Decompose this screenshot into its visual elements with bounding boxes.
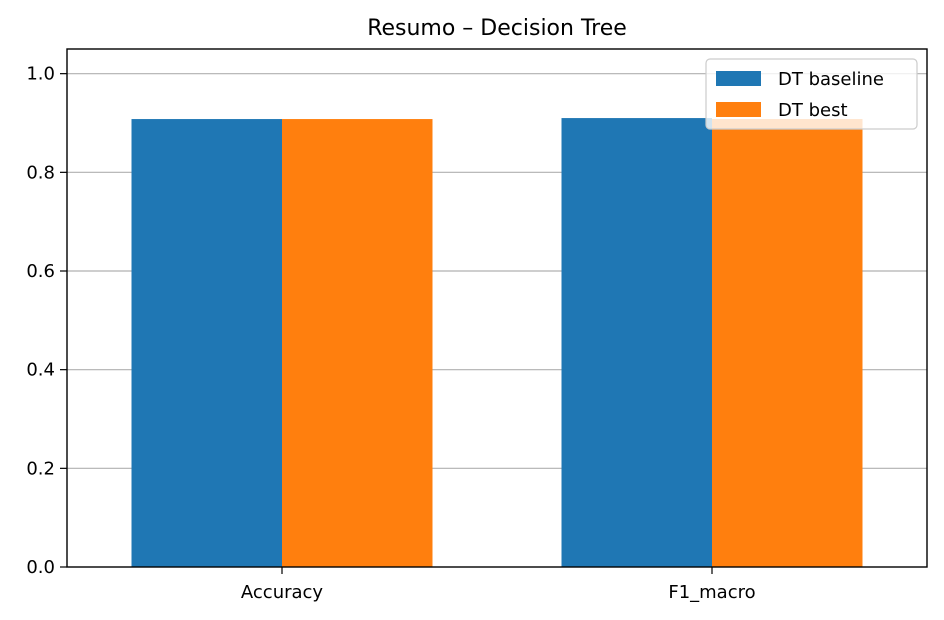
y-tick-label: 0.8 [26, 162, 55, 183]
chart-title: Resumo – Decision Tree [367, 16, 627, 41]
plot-frame [66, 48, 928, 568]
legend-label: DT baseline [778, 69, 884, 90]
y-tick-label: 0.2 [26, 458, 55, 479]
x-axis: Accuracy F1_macro [241, 567, 756, 603]
bars [131, 118, 863, 568]
y-tick-label: 0.4 [26, 360, 55, 381]
x-tick-label: F1_macro [668, 582, 755, 603]
legend-swatch [716, 102, 761, 117]
bar-dt-best-accuracy [282, 119, 433, 567]
y-axis: 0.0 0.2 0.4 0.6 0.8 1.0 [26, 64, 67, 578]
legend: DT baseline DT best [705, 58, 918, 130]
legend-label: DT best [778, 100, 848, 121]
y-tick-label: 0.0 [26, 557, 55, 578]
bar-dt-baseline-f1_macro [561, 118, 712, 568]
bar-dt-baseline-accuracy [131, 119, 282, 567]
y-tick-label: 0.6 [26, 261, 55, 282]
bar-dt-best-f1_macro [712, 119, 863, 567]
y-tick-label: 1.0 [26, 64, 55, 85]
x-tick-label: Accuracy [241, 582, 324, 603]
legend-swatch [716, 71, 761, 86]
